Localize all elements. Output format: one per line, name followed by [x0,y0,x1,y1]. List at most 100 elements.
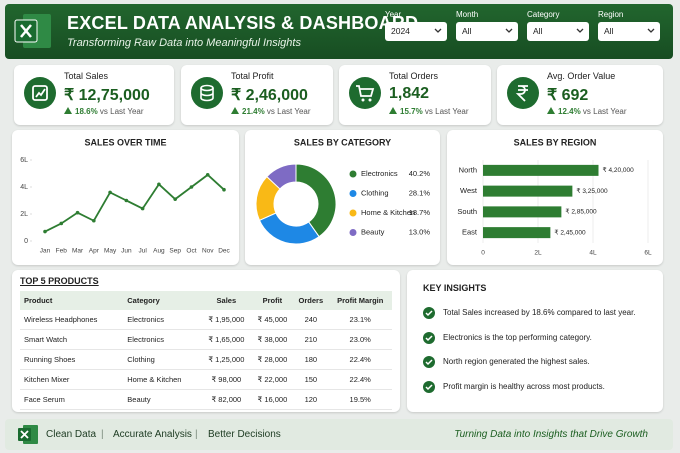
check-path [425,310,433,317]
point [43,229,47,234]
bar-chart: SALES BY REGION 0 2L 4L 6L North ₹ 4,20,000 Wes… [457,137,652,257]
filter-label: Region [598,10,624,19]
insights-title: KEY INSIGHTS [423,283,487,293]
footer-item: Better Decisions [208,429,281,440]
filter-dropdown[interactable]: All [598,22,660,41]
filter-dropdown[interactable]: 2024 [385,22,447,41]
point [75,210,80,215]
chevron [434,28,442,33]
bar [483,185,573,197]
point [205,173,210,177]
check-mark [425,383,433,390]
x-tick-label: May [104,248,117,255]
filter: Month All [456,10,518,41]
point [108,190,112,195]
chart-title: SALES BY CATEGORY [294,137,391,147]
table-row: Kitchen Mixer Home & Kitchen ₹ 98,000 ₹ 22,… [20,369,392,390]
filter: Category All [527,10,589,41]
kpi-icon-graphic [515,85,528,102]
legend-label: Beauty [361,227,385,236]
table-cell: 23.1% [328,310,392,330]
table-cell: Clothing [123,349,202,370]
table-cell: 23.0% [328,329,392,350]
table-cell: ₹ 45,000 [251,310,294,330]
column-header: Sales [201,291,252,310]
bar [483,164,599,176]
x-tick-label: 6L [644,250,652,257]
value-label: ₹ 3,25,000 [576,187,608,195]
table-row: Face Serum Beauty ₹ 82,000 ₹ 16,000 120 19.5% [20,389,392,410]
kpi-icon [349,77,381,109]
kpi-label: Avg. Order Value [547,71,616,81]
kpi-icon-graphic [356,85,375,102]
check-icon [423,380,435,393]
kpi-icon [507,77,539,109]
filter-label: Month [456,10,479,19]
kpi-card: Total Sales ₹ 12,75,000 18.6% vs Last Year [14,65,174,125]
up-arrow [547,107,555,114]
table-cell: 210 [293,329,329,350]
kpi-change: 12.4% vs Last Year [547,107,627,116]
table-row: Smart Watch Electronics ₹ 1,65,000 ₹ 38,000… [20,329,392,350]
filter-dropdown[interactable]: All [456,22,518,41]
filter: Year 2024 [385,10,447,41]
check-icon [423,307,435,319]
kpi-value: 1,842 [389,85,430,102]
x-tick-label: Oct [186,248,196,255]
kpi-icon-graphic [200,84,214,102]
kpi-change-value: 21.4% [242,107,265,116]
footer: Clean Data | Accurate Analysis | Better … [5,419,673,450]
chart-title: SALES BY REGION [514,137,597,147]
filters: Year 2024 Month All Category All Region All [380,10,670,50]
kpi-change-note: vs Last Year [582,107,627,116]
x-tick-label: Jun [121,248,132,255]
point [92,218,96,223]
table-cell: Home & Kitchen [123,369,202,390]
table-cell: ₹ 16,000 [251,389,294,410]
filter-dropdown[interactable]: All [527,22,589,41]
table-cell: 240 [293,310,329,330]
x-tick-label: Nov [202,248,214,255]
y-tick-label: 4L [20,184,28,191]
header-row: Product Category Sales Profit Orders Profit M… [20,291,392,310]
kpi-change-value: 15.7% [400,107,423,116]
pie-chart: SALES BY CATEGORY Electronics 40.2% Clothin… [255,137,431,245]
slice [258,212,320,245]
kpi-change: 21.4% vs Last Year [231,107,311,116]
table-cell: 19.5% [328,389,392,410]
title: EXCEL DATA ANALYSIS & DASHBOARD [67,13,419,33]
chevron [576,28,584,33]
value-label: 28.1% [409,188,431,197]
insight-text: Total Sales increased by 18.6% compared … [443,308,636,318]
line-panel: SALES OVER TIME 0 2L 4L 6L Jan Feb Mar Apr May Jun… [12,130,239,265]
footer-logo [18,425,38,444]
table-cell: 22.4% [328,349,392,370]
table-row: Running Shoes Clothing ₹ 1,25,000 ₹ 28,000 1… [20,349,392,370]
legend-swatch [349,209,357,217]
kpi-change-value: 12.4% [558,107,581,116]
footer-tagline: Turning Data into Insights that Drive Gr… [454,429,648,440]
filter-value: All [533,26,543,36]
chevron-path [576,28,584,33]
table-cell: ₹ 28,000 [251,349,294,370]
x-tick-label: Apr [89,248,100,255]
kpi-label: Total Profit [231,71,274,81]
up-arrow-shape [231,107,239,114]
products-panel: TOP 5 PRODUCTS Product Category Sales Profi… [12,270,400,412]
kpi-value: ₹ 2,46,000 [231,87,308,104]
chevron-path [647,28,655,33]
column-header: Profit [251,291,294,310]
pie-panel: SALES BY CATEGORY Electronics 40.2% Clothin… [245,130,440,265]
bar [483,227,551,239]
subtitle: Transforming Raw Data into Meaningful In… [67,37,301,49]
filter-label: Year [385,10,402,19]
x-tick-label: Mar [72,248,84,255]
up-arrow-shape [64,107,72,114]
kpi-change-note: vs Last Year [266,107,311,116]
column-header: Category [123,291,202,310]
legend-label: Electronics [361,169,398,178]
chevron [647,28,655,33]
line-chart: SALES OVER TIME 0 2L 4L 6L Jan Feb Mar Apr May Jun… [20,137,230,255]
filter-value: 2024 [391,26,410,36]
